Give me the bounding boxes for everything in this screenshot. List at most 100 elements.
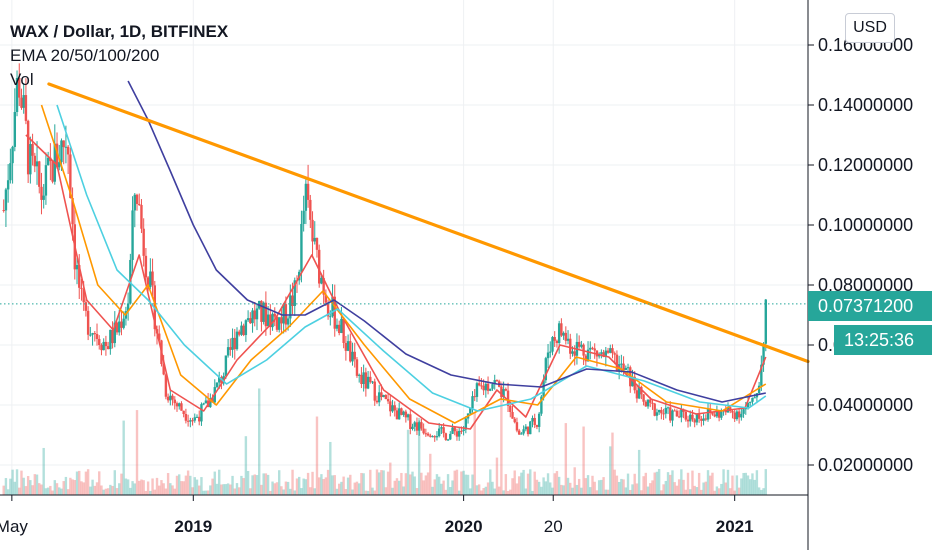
y-tick-label: 0.10000000 [818,215,913,235]
volume-bar [746,475,750,495]
volume-bar [178,474,181,495]
trendline [47,82,810,364]
volume-bar [613,469,616,495]
volume-bar [717,488,721,495]
volume-bar [253,474,256,495]
candle-body [246,318,250,321]
candle-body [22,95,25,108]
volume-bar [386,471,390,495]
volume-bar [442,480,445,495]
volume-bar [457,490,461,495]
candle-body [555,340,559,344]
candle-body [473,396,476,398]
volume-bar [649,483,652,495]
candle-body [491,384,494,389]
candle-body [404,411,408,418]
candle-body [135,194,139,204]
candle-body [560,323,563,336]
volume-bar [298,476,301,495]
volume-bar [133,483,136,495]
volume-bar [304,479,308,495]
volume-bar [489,469,492,495]
volume-bar [562,485,565,495]
volume-bar [762,488,765,495]
volume-bar [753,479,756,495]
candle-body [562,332,565,336]
volume-bar [440,483,443,495]
candle-body [55,143,59,168]
candle-body [502,389,505,397]
volume-bar [566,477,570,495]
volume-bar [513,470,516,495]
volume-bar [615,475,619,495]
candle-body [713,414,716,417]
candle-body [422,428,425,434]
candle-body [4,189,8,211]
volume-bar [409,474,412,495]
candle-body [506,390,510,406]
candle-body [278,317,281,330]
volume-bar [686,472,690,495]
volume-bar [764,469,767,495]
volume-bar [344,489,348,495]
volume-bar [729,488,732,495]
volume-bar [229,484,232,495]
volume-indicator-label[interactable]: Vol [10,70,34,89]
volume-bar [329,441,332,495]
candle-body [189,420,192,422]
volume-bar [220,484,223,495]
volume-bar [724,482,727,495]
candle-body [695,413,699,423]
candle-body [682,409,685,412]
candle-body [442,427,445,434]
volume-bar [620,478,623,495]
volume-bar [302,478,305,495]
volume-bar [93,485,96,495]
volume-bar [433,479,436,495]
candle-body [380,392,383,398]
candle-body [531,417,534,422]
candle-body [515,422,519,431]
candle-body [655,412,659,416]
volume-bar [431,486,434,495]
candle-body [286,318,290,325]
volume-bar [673,482,676,495]
volume-bar [71,479,74,495]
volume-bar [360,472,363,495]
volume-bar [111,485,114,495]
candle-body [302,210,305,224]
x-tick-label: 2019 [174,517,212,536]
candle-body [2,210,5,211]
volume-bar [62,481,65,495]
volume-bar [660,490,663,495]
candle-body [571,351,574,354]
volume-bar [224,484,228,495]
volume-bar [278,470,281,495]
volume-bar [395,478,399,495]
volume-bar [473,412,476,495]
candle-body [489,388,492,391]
candle-body [162,364,165,375]
candle-body [557,323,561,344]
candle-body [586,349,590,362]
candle-body [66,146,70,155]
candle-body [131,210,134,260]
currency-button[interactable]: USD [845,13,895,43]
volume-bar [595,490,599,495]
volume-bar [662,484,665,495]
candle-body [71,198,74,225]
candle-body [400,408,403,415]
candle-body [457,430,461,437]
volume-bar [235,483,239,495]
ema-indicator-label[interactable]: EMA 20/50/100/200 [10,46,160,65]
candle-body [689,414,692,422]
candle-body [42,195,45,200]
candle-body [691,414,694,420]
volume-bar [495,457,499,495]
symbol-title[interactable]: WAX / Dollar, 1D, BITFINEX [10,22,229,41]
volume-bar [731,475,734,495]
candle-body [275,316,279,330]
volume-bar [73,480,77,495]
volume-bar [504,474,508,495]
